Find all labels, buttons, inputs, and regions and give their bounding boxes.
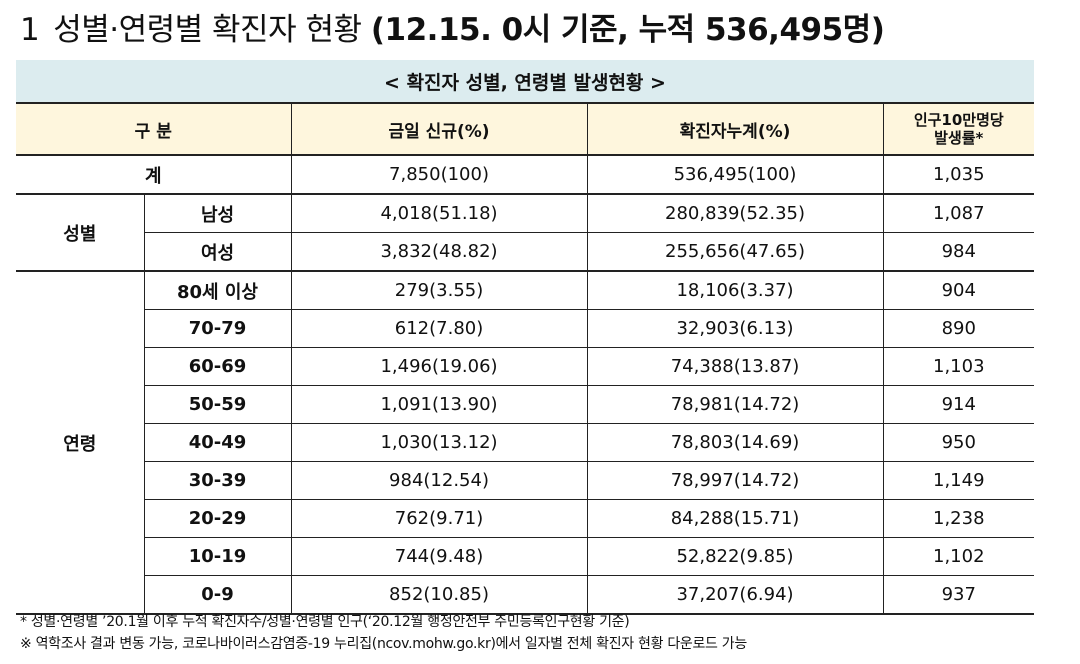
table-row: 70-79 612(7.80) 32,903(6.13) 890 (16, 309, 1035, 348)
cell-cumulative: 32,903(6.13) (587, 309, 884, 348)
cell-new: 279(3.55) (291, 270, 588, 310)
row-label: 50-59 (144, 385, 292, 424)
cell-rate: 984 (883, 232, 1035, 272)
row-label: 30-39 (144, 461, 292, 500)
table-row: 10-19 744(9.48) 52,822(9.85) 1,102 (16, 537, 1035, 576)
header-new: 금일 신규(%) (291, 104, 588, 156)
cell-rate: 914 (883, 385, 1035, 424)
cell-cumulative: 37,207(6.94) (587, 575, 884, 615)
row-label: 10-19 (144, 537, 292, 576)
cell-cumulative: 78,997(14.72) (587, 461, 884, 500)
table-row: 20-29 762(9.71) 84,288(15.71) 1,238 (16, 499, 1035, 538)
header-rate-line2: 발생률* (934, 129, 984, 147)
table-caption: < 확진자 성별, 연령별 발생현황 > (16, 60, 1034, 104)
row-label: 남성 (144, 193, 292, 233)
title-text: 성별·연령별 확진자 현황 (53, 12, 371, 48)
header-rate-line1: 인구10만명당 (913, 111, 1004, 129)
cell-cumulative: 536,495(100) (587, 154, 884, 195)
section-number: 1 (20, 12, 40, 48)
cell-rate: 1,035 (883, 154, 1035, 195)
row-label: 0-9 (144, 575, 292, 615)
footnote-population: * 성별·연령별 ’20.1월 이후 누적 확진자수/성별·연령별 인구(‘20… (20, 614, 630, 630)
cell-rate: 937 (883, 575, 1035, 615)
row-label: 20-29 (144, 499, 292, 538)
cell-rate: 890 (883, 309, 1035, 348)
cell-new: 1,496(19.06) (291, 347, 588, 386)
row-label: 여성 (144, 232, 292, 272)
confirmed-cases-table: 구 분 금일 신규(%) 확진자누계(%) 인구10만명당 발생률* 계 7,85… (16, 104, 1035, 615)
header-rate: 인구10만명당 발생률* (883, 104, 1035, 156)
footnote-download: ※ 역학조사 결과 변동 가능, 코로나바이러스감염증-19 누리집(ncov.… (20, 636, 747, 652)
row-label: 70-79 (144, 309, 292, 348)
cell-cumulative: 78,981(14.72) (587, 385, 884, 424)
header-category: 구 분 (16, 104, 292, 156)
row-label: 계 (16, 154, 292, 195)
table-row-total: 계 7,850(100) 536,495(100) 1,035 (16, 154, 1035, 195)
cell-new: 7,850(100) (291, 154, 588, 195)
group-label-age: 연령 (16, 270, 145, 615)
cell-cumulative: 52,822(9.85) (587, 537, 884, 576)
table-row: 성별 남성 4,018(51.18) 280,839(52.35) 1,087 (16, 193, 1035, 272)
cell-new: 744(9.48) (291, 537, 588, 576)
header-cumulative: 확진자누계(%) (587, 104, 884, 156)
cell-new: 762(9.71) (291, 499, 588, 538)
row-label: 80세 이상 (144, 270, 292, 310)
table-row: 40-49 1,030(13.12) 78,803(14.69) 950 (16, 423, 1035, 462)
cell-cumulative: 255,656(47.65) (587, 232, 884, 272)
cell-new: 852(10.85) (291, 575, 588, 615)
cell-rate: 904 (883, 270, 1035, 310)
cell-new: 1,030(13.12) (291, 423, 588, 462)
cell-rate: 1,238 (883, 499, 1035, 538)
row-label: 40-49 (144, 423, 292, 462)
row-label: 60-69 (144, 347, 292, 386)
cell-new: 4,018(51.18) (291, 193, 588, 233)
table-row: 30-39 984(12.54) 78,997(14.72) 1,149 (16, 461, 1035, 500)
cell-cumulative: 18,106(3.37) (587, 270, 884, 310)
cell-rate: 1,087 (883, 193, 1035, 233)
table-row: 0-9 852(10.85) 37,207(6.94) 937 (16, 575, 1035, 615)
group-label-gender: 성별 (16, 193, 145, 272)
table-row: 60-69 1,496(19.06) 74,388(13.87) 1,103 (16, 347, 1035, 386)
cell-rate: 1,103 (883, 347, 1035, 386)
footnotes: * 성별·연령별 ’20.1월 이후 누적 확진자수/성별·연령별 인구(‘20… (20, 611, 747, 655)
table-row: 50-59 1,091(13.90) 78,981(14.72) 914 (16, 385, 1035, 424)
table-row: 연령 80세 이상 279(3.55) 18,106(3.37) 904 (16, 270, 1035, 615)
cell-new: 3,832(48.82) (291, 232, 588, 272)
cell-cumulative: 84,288(15.71) (587, 499, 884, 538)
cell-new: 984(12.54) (291, 461, 588, 500)
cell-cumulative: 280,839(52.35) (587, 193, 884, 233)
cell-new: 612(7.80) (291, 309, 588, 348)
cell-cumulative: 78,803(14.69) (587, 423, 884, 462)
title-date-total: (12.15. 0시 기준, 누적 536,495명) (370, 12, 885, 48)
cell-rate: 1,149 (883, 461, 1035, 500)
cell-new: 1,091(13.90) (291, 385, 588, 424)
table-header-row: 구 분 금일 신규(%) 확진자누계(%) 인구10만명당 발생률* (16, 104, 1035, 156)
cell-cumulative: 74,388(13.87) (587, 347, 884, 386)
cell-rate: 1,102 (883, 537, 1035, 576)
cell-rate: 950 (883, 423, 1035, 462)
table-row: 여성 3,832(48.82) 255,656(47.65) 984 (16, 232, 1035, 272)
page-title: 1 성별·연령별 확진자 현황 (12.15. 0시 기준, 누적 536,495… (20, 8, 885, 52)
